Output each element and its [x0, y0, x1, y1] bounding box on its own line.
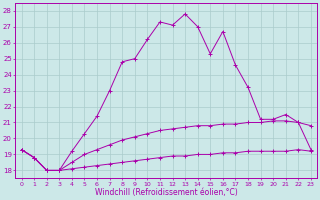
- X-axis label: Windchill (Refroidissement éolien,°C): Windchill (Refroidissement éolien,°C): [95, 188, 238, 197]
